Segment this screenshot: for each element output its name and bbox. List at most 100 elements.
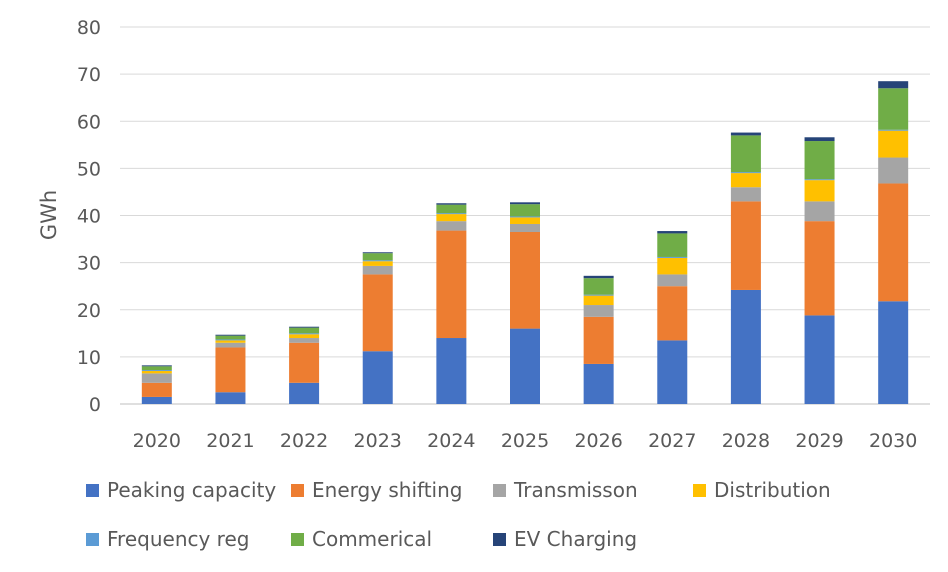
bar-segment-peaking-capacity-2024 (436, 338, 467, 404)
bar-segment-distribution-2030 (878, 130, 909, 158)
legend-swatch (493, 532, 506, 546)
bar-segment-transmisson-2030 (878, 157, 909, 184)
bar-segment-distribution-2021 (215, 340, 246, 343)
bar-segment-transmisson-2026 (583, 305, 614, 317)
bar-segment-commerical-2020 (141, 366, 172, 371)
legend-item: Transmisson (493, 478, 638, 502)
bar-segment-energy-shifting-2020 (141, 382, 172, 397)
bar-segment-peaking-capacity-2021 (215, 392, 246, 404)
bar-segment-ev-charging-2025 (510, 202, 540, 205)
legend-swatch (693, 483, 706, 497)
y-tick-label: 50 (77, 158, 101, 180)
bar-segment-energy-shifting-2026 (583, 316, 614, 364)
bar-segment-energy-shifting-2028 (730, 201, 761, 290)
bar-segment-frequency-reg-2024 (436, 213, 467, 215)
legend-label: EV Charging (514, 527, 638, 551)
bar-segment-frequency-reg-2025 (510, 216, 540, 218)
x-tick-label: 2022 (280, 430, 328, 452)
bar-segment-transmisson-2020 (141, 373, 172, 383)
y-tick-label: 10 (77, 347, 101, 369)
x-tick-label: 2023 (354, 430, 402, 452)
legend-label: Peaking capacity (107, 478, 277, 502)
legend-item: Distribution (693, 478, 831, 502)
bar-segment-ev-charging-2020 (141, 365, 172, 367)
bar-segment-frequency-reg-2022 (289, 333, 320, 335)
bar-segment-ev-charging-2024 (436, 203, 467, 205)
bar-segment-frequency-reg-2021 (215, 339, 246, 341)
bar-segment-commerical-2030 (878, 88, 909, 130)
bar-segment-peaking-capacity-2020 (141, 396, 172, 404)
bar-segment-peaking-capacity-2025 (510, 328, 540, 404)
y-tick-label: 30 (77, 253, 101, 275)
bar-segment-peaking-capacity-2023 (362, 351, 393, 404)
bar-segment-commerical-2024 (436, 204, 467, 214)
bar-segment-transmisson-2023 (362, 265, 393, 275)
bar-segment-transmisson-2021 (215, 342, 246, 348)
bar-segment-transmisson-2022 (289, 338, 320, 343)
y-tick-labels: 0 10 20 30 40 50 60 70 80 (77, 17, 101, 416)
bar-segment-distribution-2025 (510, 217, 540, 224)
bar-segment-frequency-reg-2026 (583, 294, 614, 296)
bar-segment-commerical-2023 (362, 253, 393, 261)
bar-segment-distribution-2027 (657, 257, 688, 275)
legend-label: Distribution (714, 478, 831, 502)
legend-item: Peaking capacity (86, 478, 276, 502)
legend-label: Commerical (312, 527, 433, 551)
legend-swatch (86, 532, 99, 546)
legend-swatch (86, 483, 99, 497)
bar-segment-peaking-capacity-2027 (657, 340, 688, 404)
legend-label: Energy shifting (312, 478, 463, 502)
bar-segment-ev-charging-2026 (583, 275, 614, 279)
x-tick-label: 2030 (869, 430, 917, 452)
bar-segment-energy-shifting-2022 (289, 342, 320, 383)
bar-segment-transmisson-2028 (730, 187, 761, 202)
bar-segment-ev-charging-2021 (215, 334, 246, 336)
bar-segment-distribution-2028 (730, 173, 761, 188)
bar-segment-energy-shifting-2024 (436, 230, 467, 339)
x-tick-label: 2024 (427, 430, 475, 452)
bar-segment-ev-charging-2028 (730, 132, 761, 136)
legend-swatch (493, 483, 506, 497)
bar-segment-commerical-2028 (730, 135, 761, 173)
bar-segment-ev-charging-2030 (878, 81, 909, 89)
y-tick-label: 80 (77, 17, 101, 39)
bar-segment-ev-charging-2022 (289, 326, 320, 328)
bar-segment-distribution-2029 (804, 180, 835, 202)
bar-segment-commerical-2021 (215, 335, 246, 340)
legend-swatch (291, 532, 304, 546)
bar-segment-energy-shifting-2023 (362, 274, 393, 352)
bar-segment-frequency-reg-2030 (878, 129, 909, 131)
x-tick-label: 2026 (574, 430, 622, 452)
bar-segment-transmisson-2024 (436, 221, 467, 231)
bar-segment-energy-shifting-2027 (657, 286, 688, 341)
y-tick-label: 20 (77, 300, 101, 322)
legend-item: Frequency reg (86, 527, 249, 551)
bar-segment-commerical-2022 (289, 327, 320, 334)
bars (141, 81, 909, 404)
bar-segment-distribution-2024 (436, 214, 467, 222)
bar-segment-frequency-reg-2020 (141, 370, 172, 372)
x-tick-label: 2029 (795, 430, 843, 452)
bar-segment-peaking-capacity-2029 (804, 315, 835, 404)
bar-segment-frequency-reg-2028 (730, 172, 761, 174)
y-axis-label: GWh (37, 190, 61, 240)
legend-item: EV Charging (493, 527, 637, 551)
legend-label: Transmisson (514, 478, 638, 502)
x-tick-label: 2028 (722, 430, 770, 452)
bar-segment-ev-charging-2023 (362, 252, 393, 254)
bar-segment-peaking-capacity-2026 (583, 363, 614, 404)
bar-segment-commerical-2026 (583, 278, 614, 295)
x-tick-label: 2025 (501, 430, 549, 452)
y-tick-label: 70 (77, 64, 101, 86)
x-tick-label: 2021 (206, 430, 254, 452)
bar-segment-frequency-reg-2023 (362, 260, 393, 262)
bar-segment-frequency-reg-2027 (657, 256, 688, 258)
bar-segment-energy-shifting-2025 (510, 231, 540, 329)
bar-segment-ev-charging-2027 (657, 231, 688, 234)
y-tick-label: 0 (89, 394, 101, 416)
bar-segment-peaking-capacity-2030 (878, 301, 909, 404)
bar-segment-transmisson-2029 (804, 201, 835, 222)
legend-item: Commerical (291, 527, 432, 551)
legend-label: Frequency reg (107, 527, 250, 551)
